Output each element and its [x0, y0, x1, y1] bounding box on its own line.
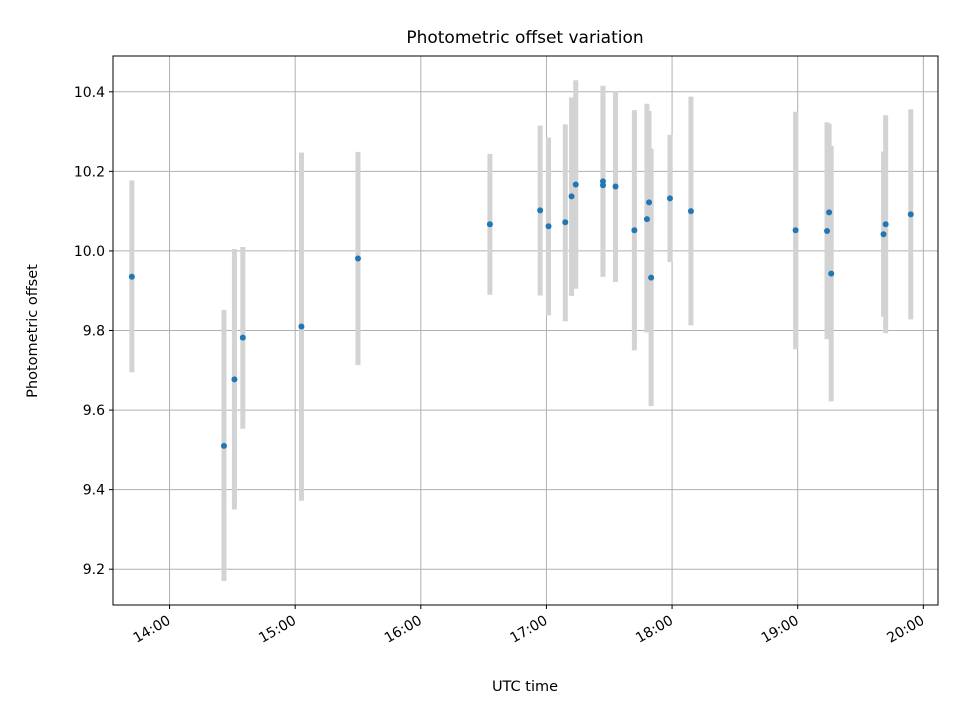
data-point	[828, 270, 835, 277]
y-tick-label: 10.4	[74, 85, 105, 101]
x-tick-label: 20:00	[884, 613, 927, 647]
y-tick-label: 9.4	[83, 483, 105, 499]
y-tick-label: 9.2	[83, 562, 105, 578]
data-point	[220, 442, 227, 449]
data-point	[826, 209, 833, 216]
data-point	[562, 219, 569, 226]
data-point	[612, 183, 619, 190]
data-point	[648, 274, 655, 281]
x-tick-label: 19:00	[759, 613, 802, 647]
y-tick-label: 9.8	[83, 324, 105, 340]
data-point	[880, 231, 887, 238]
data-point	[643, 216, 650, 223]
chart-title: Photometric offset variation	[406, 28, 643, 48]
x-tick-label: 17:00	[507, 613, 550, 647]
data-point	[298, 323, 305, 330]
y-tick-label: 10.0	[74, 244, 105, 260]
data-point	[568, 193, 575, 200]
data-point	[792, 227, 799, 234]
axis-ticks: 9.2 9.4 9.6 9.8 10.0 10.2 10.4 14:00 15:00 16:00 1…	[74, 85, 928, 647]
x-tick-label: 16:00	[382, 613, 425, 647]
data-point	[128, 273, 135, 280]
y-tick-label: 10.2	[74, 164, 105, 180]
data-point	[239, 334, 246, 341]
x-tick-label: 15:00	[256, 613, 299, 647]
data-point	[599, 182, 606, 189]
data-point	[572, 181, 579, 188]
x-axis-label: UTC time	[492, 679, 558, 695]
data-point	[882, 221, 889, 228]
data-point	[907, 211, 914, 218]
y-tick-label: 9.6	[83, 403, 105, 419]
data-point	[824, 228, 831, 235]
data-point	[486, 221, 493, 228]
data-point	[354, 255, 361, 262]
data-point	[231, 376, 238, 383]
data-point	[687, 208, 694, 215]
data-point	[666, 195, 673, 202]
data-point	[537, 207, 544, 214]
data-point	[545, 223, 552, 230]
data-point	[631, 227, 638, 234]
x-tick-label: 14:00	[131, 613, 174, 647]
data-points	[128, 178, 914, 449]
x-tick-label: 18:00	[633, 613, 676, 647]
data-point	[646, 199, 653, 206]
y-axis-label: Photometric offset	[25, 264, 41, 398]
